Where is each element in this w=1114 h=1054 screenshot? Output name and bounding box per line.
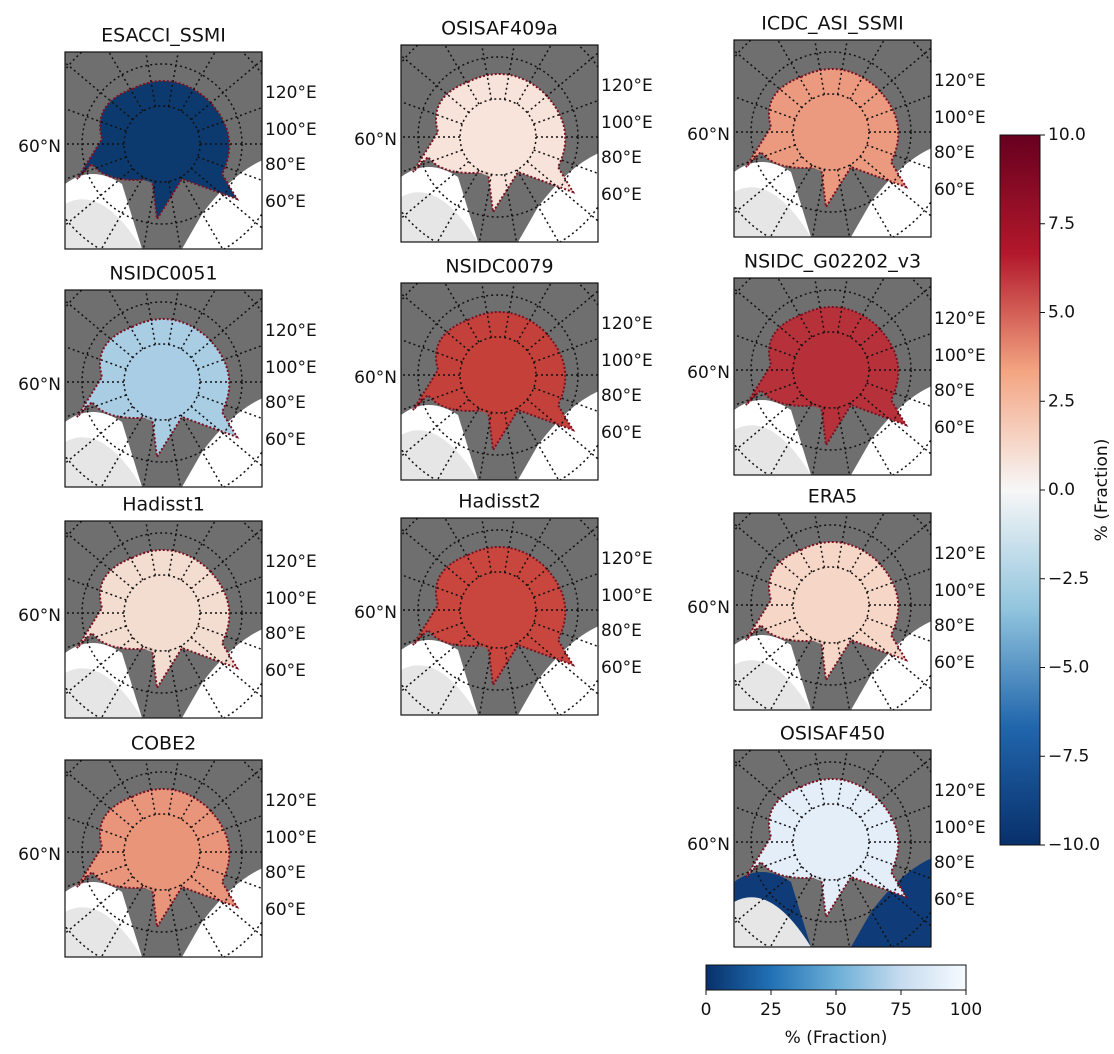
lon-label: 80°E — [601, 386, 642, 406]
colorbar-tick-label: −2.5 — [1048, 569, 1089, 589]
colorbar-tick-label: −10.0 — [1048, 835, 1100, 855]
lon-label: 80°E — [934, 143, 975, 163]
colorbar-fill — [706, 965, 966, 990]
colorbar-tick-label: 25 — [760, 1000, 782, 1020]
lon-label: 60°E — [601, 185, 642, 205]
colorbar-tick-label: −7.5 — [1048, 746, 1089, 766]
lon-label: 60°E — [265, 192, 306, 212]
colorbar-tick-label: −5.0 — [1048, 658, 1089, 678]
lon-label: 60°E — [934, 180, 975, 200]
sea-ice — [791, 802, 871, 882]
lat-label: 60°N — [354, 603, 397, 623]
lat-label: 60°N — [687, 598, 730, 618]
colorbar-tick-label: 50 — [825, 1000, 847, 1020]
lon-label: 100°E — [601, 113, 653, 133]
lon-label: 60°E — [934, 653, 975, 673]
lon-label: 80°E — [265, 393, 306, 413]
figure: ESACCI_SSMI 60°N 120°E 100°E 80°E 60°E NSIDC00… — [0, 0, 1114, 1050]
lat-label: 60°N — [354, 130, 397, 150]
colorbar-tick-label: 10.0 — [1048, 125, 1086, 145]
colorbar-label: % (Fraction) — [1092, 439, 1112, 542]
lon-label: 80°E — [265, 624, 306, 644]
colorbar-tick-label: 100 — [950, 1000, 982, 1020]
sea-ice — [122, 104, 202, 184]
lon-label: 120°E — [265, 552, 317, 572]
lon-label: 100°E — [265, 589, 317, 609]
lon-label: 60°E — [934, 418, 975, 438]
lon-label: 60°E — [265, 430, 306, 450]
colorbar-tick-label: 5.0 — [1048, 303, 1075, 323]
panel-title: ESACCI_SSMI — [101, 25, 226, 47]
lon-label: 80°E — [265, 155, 306, 175]
colorbar-tick-label: 0.0 — [1048, 480, 1075, 500]
sea-ice — [791, 330, 871, 410]
sea-ice — [122, 573, 202, 653]
panel-title: NSIDC0051 — [109, 263, 217, 285]
lon-label: 100°E — [934, 818, 986, 838]
lat-label: 60°N — [687, 363, 730, 383]
lon-label: 80°E — [934, 381, 975, 401]
panel-title: Hadisst1 — [122, 494, 205, 516]
lon-label: 60°E — [601, 423, 642, 443]
sea-ice — [458, 570, 538, 650]
lon-label: 120°E — [934, 544, 986, 564]
colorbar-tick-label: 0 — [701, 1000, 712, 1020]
panel-title: OSISAF450 — [780, 723, 885, 745]
lon-label: 60°E — [265, 661, 306, 681]
lat-label: 60°N — [18, 606, 61, 626]
lon-label: 60°E — [601, 658, 642, 678]
sea-ice — [791, 565, 871, 645]
lat-label: 60°N — [18, 137, 61, 157]
sea-ice — [458, 97, 538, 177]
lon-label: 80°E — [601, 621, 642, 641]
lon-label: 100°E — [265, 828, 317, 848]
lon-label: 100°E — [265, 358, 317, 378]
lon-label: 100°E — [934, 346, 986, 366]
sea-ice — [122, 812, 202, 892]
colorbar-tick-label: 75 — [890, 1000, 912, 1020]
lon-label: 120°E — [265, 321, 317, 341]
lon-label: 100°E — [934, 581, 986, 601]
panel-title: NSIDC_G02202_v3 — [744, 251, 921, 273]
panel-title: COBE2 — [131, 733, 196, 755]
lon-label: 120°E — [601, 549, 653, 569]
panel-title: ERA5 — [808, 486, 858, 508]
lat-label: 60°N — [687, 835, 730, 855]
panel-title: Hadisst2 — [458, 491, 541, 513]
sea-ice — [122, 342, 202, 422]
lon-label: 120°E — [601, 76, 653, 96]
colorbar-tick-label: 2.5 — [1048, 391, 1075, 411]
lon-label: 120°E — [265, 791, 317, 811]
lon-label: 120°E — [934, 71, 986, 91]
lon-label: 120°E — [934, 309, 986, 329]
lon-label: 100°E — [601, 586, 653, 606]
lat-label: 60°N — [687, 125, 730, 145]
lon-label: 80°E — [934, 853, 975, 873]
lon-label: 120°E — [265, 83, 317, 103]
lat-label: 60°N — [18, 845, 61, 865]
lat-label: 60°N — [354, 368, 397, 388]
lon-label: 120°E — [934, 781, 986, 801]
lon-label: 80°E — [265, 863, 306, 883]
lon-label: 100°E — [265, 120, 317, 140]
sea-ice — [458, 335, 538, 415]
colorbar: 0 25 50 75 100 % (Fraction) — [701, 965, 983, 1048]
lon-label: 100°E — [934, 108, 986, 128]
colorbar-label: % (Fraction) — [785, 1028, 888, 1048]
panel-title: NSIDC0079 — [445, 256, 553, 278]
panel-title: ICDC_ASI_SSMI — [761, 13, 904, 35]
colorbar-fill — [1000, 135, 1040, 845]
lon-label: 60°E — [265, 900, 306, 920]
lon-label: 60°E — [934, 890, 975, 910]
lon-label: 80°E — [601, 148, 642, 168]
panel-title: OSISAF409a — [441, 18, 558, 40]
lon-label: 120°E — [601, 314, 653, 334]
colorbar: −10.0 −7.5 −5.0 −2.5 0.0 2.5 5.0 7.5 10.0 % (Frac… — [1000, 125, 1112, 855]
colorbar-tick-label: 7.5 — [1048, 214, 1075, 234]
sea-ice — [791, 92, 871, 172]
lon-label: 80°E — [934, 616, 975, 636]
lat-label: 60°N — [18, 375, 61, 395]
lon-label: 100°E — [601, 351, 653, 371]
